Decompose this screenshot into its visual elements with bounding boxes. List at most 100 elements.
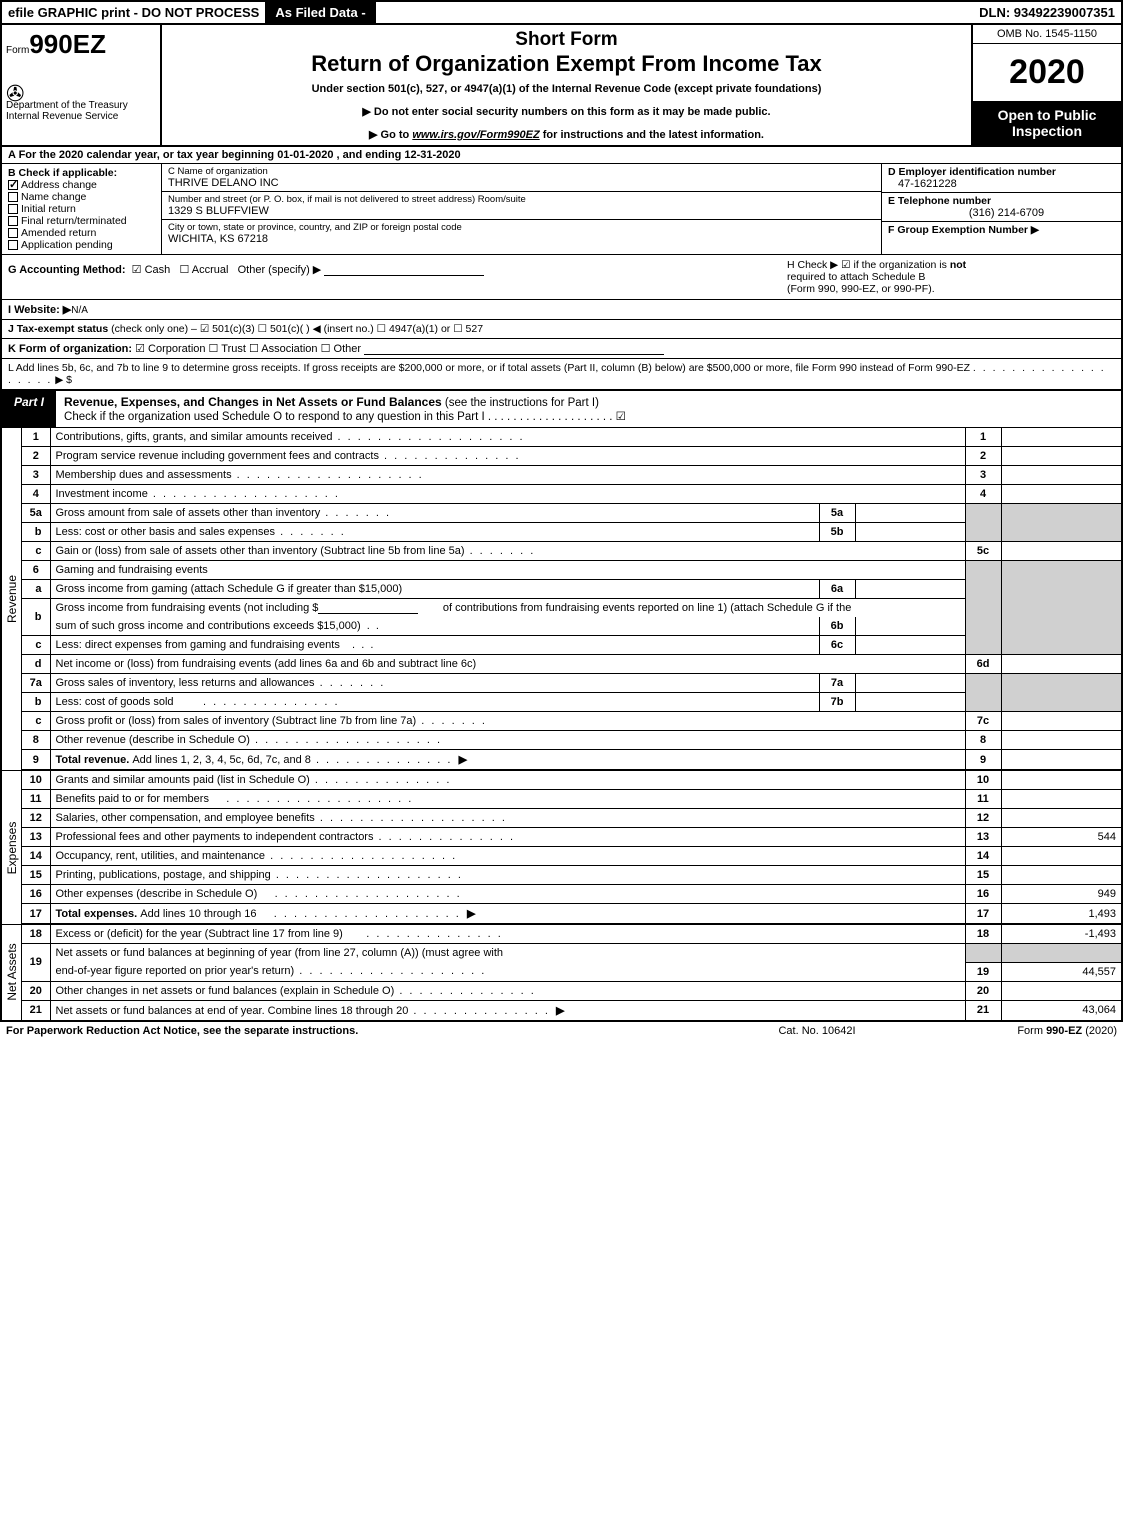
j-options[interactable]: (check only one) – ☑ 501(c)(3) ☐ 501(c)(…: [108, 323, 483, 335]
l21-code: 21: [965, 1000, 1001, 1020]
l3-code: 3: [965, 466, 1001, 485]
l7b-midval[interactable]: [855, 693, 965, 712]
chk-initial-return[interactable]: Initial return: [8, 203, 155, 215]
l15-code: 15: [965, 866, 1001, 885]
l6-grey-val: [1001, 561, 1121, 655]
l7a-midval[interactable]: [855, 674, 965, 693]
header-mid: Short Form Return of Organization Exempt…: [162, 25, 971, 145]
k-options[interactable]: ☑ Corporation ☐ Trust ☐ Association ☐ Ot…: [132, 343, 361, 355]
l21-val[interactable]: 43,064: [1001, 1000, 1121, 1020]
topbar-gap: [376, 2, 973, 23]
line-7c: cGross profit or (loss) from sales of in…: [22, 712, 1121, 731]
form-page: efile GRAPHIC print - DO NOT PROCESS As …: [0, 0, 1123, 1022]
l16-num: 16: [22, 885, 50, 904]
l6a-midval[interactable]: [855, 580, 965, 599]
l4-code: 4: [965, 485, 1001, 504]
l17-desc: Total expenses. Add lines 10 through 16 …: [50, 904, 965, 924]
part-1-check-dots[interactable]: . . . . . . . . . . . . . . . . . . . . …: [485, 411, 626, 423]
l7a-num: 7a: [22, 674, 50, 693]
l12-val[interactable]: [1001, 809, 1121, 828]
line-2: 2Program service revenue including gover…: [22, 447, 1121, 466]
l5b-midval[interactable]: [855, 523, 965, 542]
l5a-num: 5a: [22, 504, 50, 523]
line-3: 3Membership dues and assessments3: [22, 466, 1121, 485]
l13-val[interactable]: 544: [1001, 828, 1121, 847]
l2-val[interactable]: [1001, 447, 1121, 466]
g-accrual[interactable]: ☐ Accrual: [179, 264, 228, 276]
g-other-input[interactable]: [324, 264, 484, 276]
l3-num: 3: [22, 466, 50, 485]
line-20: 20Other changes in net assets or fund ba…: [22, 981, 1121, 1000]
l5a-midval[interactable]: [855, 504, 965, 523]
l14-val[interactable]: [1001, 847, 1121, 866]
l6b-midval[interactable]: [855, 617, 965, 636]
footer-right-post: (2020): [1082, 1025, 1117, 1037]
irs-link[interactable]: www.irs.gov/Form990EZ: [412, 129, 539, 141]
goto-post: for instructions and the latest informat…: [540, 129, 764, 141]
l6b-amount-input[interactable]: [318, 602, 418, 614]
line-6c: cLess: direct expenses from gaming and f…: [22, 636, 1121, 655]
l6d-desc: Net income or (loss) from fundraising ev…: [50, 655, 965, 674]
l14-code: 14: [965, 847, 1001, 866]
efile-notice: efile GRAPHIC print - DO NOT PROCESS: [2, 2, 267, 23]
line-7b: bLess: cost of goods sold 7b: [22, 693, 1121, 712]
l4-val[interactable]: [1001, 485, 1121, 504]
l6d-val[interactable]: [1001, 655, 1121, 674]
l21-num: 21: [22, 1000, 50, 1020]
l20-num: 20: [22, 981, 50, 1000]
l1-val[interactable]: [1001, 428, 1121, 447]
l16-desc: Other expenses (describe in Schedule O): [50, 885, 965, 904]
irs-seal-icon: ✇: [6, 81, 24, 107]
l6c-midval[interactable]: [855, 636, 965, 655]
tax-year: 2020: [973, 44, 1121, 101]
l6c-desc: Less: direct expenses from gaming and fu…: [50, 636, 819, 655]
l10-code: 10: [965, 771, 1001, 790]
l3-val[interactable]: [1001, 466, 1121, 485]
l6c-num: c: [22, 636, 50, 655]
g-other[interactable]: Other (specify) ▶: [238, 264, 322, 276]
k-other-input[interactable]: [364, 343, 664, 355]
l10-val[interactable]: [1001, 771, 1121, 790]
l7a-mid: 7a: [819, 674, 855, 693]
l15-val[interactable]: [1001, 866, 1121, 885]
chk-amended-return[interactable]: Amended return: [8, 227, 155, 239]
l9-num: 9: [22, 750, 50, 770]
h-schedule-b: H Check ▶ ☑ if the organization is not r…: [781, 255, 1121, 299]
f-label: F Group Exemption Number ▶: [888, 224, 1039, 236]
l13-desc: Professional fees and other payments to …: [50, 828, 965, 847]
l2-code: 2: [965, 447, 1001, 466]
l18-val[interactable]: -1,493: [1001, 925, 1121, 944]
open-to-public: Open to Public Inspection: [973, 101, 1121, 145]
l6b-desc-1: Gross income from fundraising events (no…: [50, 599, 965, 618]
l18-desc: Excess or (deficit) for the year (Subtra…: [50, 925, 965, 944]
l7c-val[interactable]: [1001, 712, 1121, 731]
line-18: 18Excess or (deficit) for the year (Subt…: [22, 925, 1121, 944]
line-16: 16Other expenses (describe in Schedule O…: [22, 885, 1121, 904]
l10-desc: Grants and similar amounts paid (list in…: [50, 771, 965, 790]
l5c-val[interactable]: [1001, 542, 1121, 561]
g-cash[interactable]: ☑ Cash: [132, 264, 171, 276]
line-8: 8Other revenue (describe in Schedule O)8: [22, 731, 1121, 750]
l9-val[interactable]: [1001, 750, 1121, 770]
l19-val[interactable]: 44,557: [1001, 962, 1121, 981]
l16-val[interactable]: 949: [1001, 885, 1121, 904]
l11-val[interactable]: [1001, 790, 1121, 809]
chk-name-change[interactable]: Name change: [8, 191, 155, 203]
l8-num: 8: [22, 731, 50, 750]
l19-code: 19: [965, 962, 1001, 981]
org-city: WICHITA, KS 67218: [168, 233, 875, 245]
form-prefix: Form: [6, 45, 29, 56]
column-def: D Employer identification number 47-1621…: [881, 164, 1121, 254]
l9-code: 9: [965, 750, 1001, 770]
chk-final-return[interactable]: Final return/terminated: [8, 215, 155, 227]
expenses-section: Expenses 10Grants and similar amounts pa…: [2, 770, 1121, 924]
l20-val[interactable]: [1001, 981, 1121, 1000]
l8-val[interactable]: [1001, 731, 1121, 750]
l7b-num: b: [22, 693, 50, 712]
chk-address-change[interactable]: Address change: [8, 179, 155, 191]
b-label: B Check if applicable:: [8, 167, 155, 179]
chk-application-pending[interactable]: Application pending: [8, 239, 155, 251]
l17-val[interactable]: 1,493: [1001, 904, 1121, 924]
l5ab-grey-val: [1001, 504, 1121, 542]
l13-code: 13: [965, 828, 1001, 847]
